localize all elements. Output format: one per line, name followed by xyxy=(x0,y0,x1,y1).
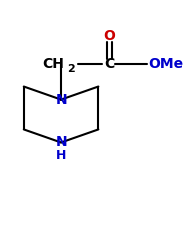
Text: CH: CH xyxy=(42,57,64,71)
Text: N: N xyxy=(55,93,67,106)
Text: C: C xyxy=(104,57,115,71)
Text: 2: 2 xyxy=(67,64,74,74)
Text: OMe: OMe xyxy=(149,57,184,71)
Text: O: O xyxy=(104,29,115,43)
Text: N: N xyxy=(55,136,67,150)
Text: H: H xyxy=(56,149,66,162)
